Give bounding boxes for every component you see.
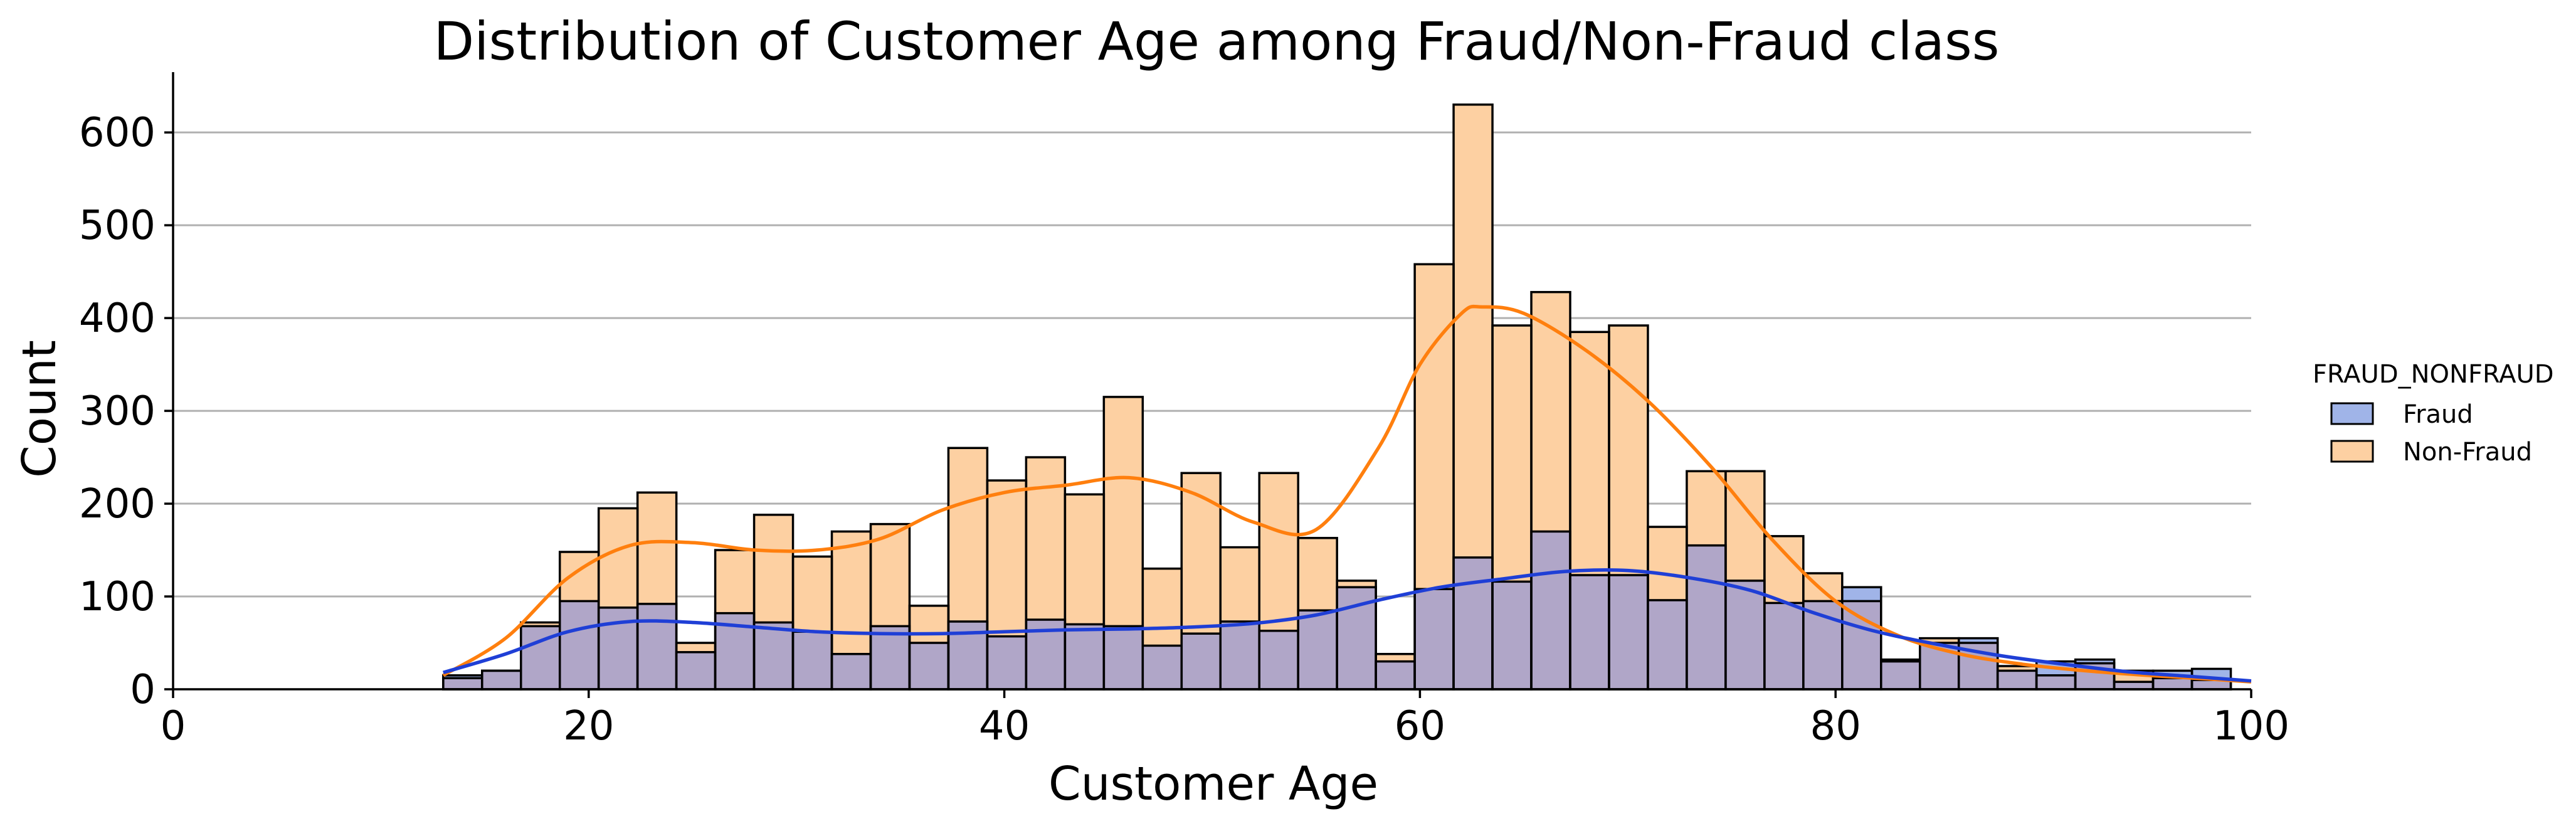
- bar-overlap: [1531, 531, 1571, 689]
- bar-overlap: [909, 643, 949, 689]
- bar-overlap: [559, 601, 599, 689]
- bar-overlap: [1454, 557, 1493, 689]
- bar-overlap: [1298, 610, 1338, 689]
- y-tick-label: 0: [130, 667, 156, 713]
- bar-overlap: [1881, 661, 1920, 689]
- bar-overlap: [793, 632, 832, 689]
- x-tick-label: 100: [2213, 703, 2289, 749]
- y-axis-label: Count: [13, 340, 66, 478]
- bar-overlap: [1570, 574, 1609, 689]
- y-tick-label: 100: [79, 574, 156, 620]
- legend-label-non-fraud: Non-Fraud: [2403, 438, 2532, 467]
- bar-overlap: [637, 603, 677, 689]
- bar-overlap: [754, 622, 793, 689]
- bar-overlap: [2192, 680, 2231, 689]
- y-tick-label: 200: [79, 481, 156, 527]
- chart-title: Distribution of Customer Age among Fraud…: [433, 11, 1999, 72]
- bar-overlap: [482, 670, 521, 689]
- bar-overlap: [1725, 580, 1765, 689]
- bar-overlap: [1104, 626, 1143, 689]
- x-tick-label: 40: [979, 703, 1030, 749]
- x-axis-label: Customer Age: [1048, 757, 1378, 811]
- bar-overlap: [676, 652, 715, 689]
- bar-overlap: [1065, 624, 1104, 689]
- bar-overlap: [1220, 621, 1260, 689]
- bar-overlap: [1143, 645, 1182, 689]
- bar-overlap: [1492, 581, 1532, 689]
- bar-overlap: [1647, 600, 1687, 689]
- legend-swatch-fraud: [2330, 402, 2374, 425]
- bar-overlap: [1415, 589, 1454, 689]
- kde-curves: [442, 304, 2252, 684]
- bar-overlap: [1259, 630, 1299, 689]
- bar-overlap: [1181, 633, 1221, 689]
- legend-title: FRAUD_NONFRAUD: [2313, 360, 2554, 389]
- bar-overlap: [2153, 678, 2192, 689]
- y-axis-ticks: 0 100 200 300 400 500 600: [79, 110, 173, 713]
- bar-overlap: [987, 636, 1027, 689]
- y-gridlines: [173, 131, 2251, 598]
- bar-overlap: [1686, 545, 1726, 689]
- kde-line-fraud: [443, 568, 2252, 683]
- kde-line-non-fraud: [442, 304, 2252, 684]
- bar-overlap: [443, 678, 482, 689]
- bar-overlap: [1608, 574, 1648, 689]
- y-tick-label: 500: [79, 203, 156, 249]
- axes: [172, 72, 2251, 691]
- legend-swatch-non-fraud: [2330, 440, 2374, 463]
- x-axis-ticks: 0 20 40 60 80 100: [161, 689, 2289, 749]
- legend-label-fraud: Fraud: [2403, 400, 2473, 429]
- bar-overlap: [1842, 601, 1881, 689]
- overlap-bars: [442, 103, 2232, 691]
- x-tick-label: 0: [161, 703, 186, 749]
- bar-overlap: [2114, 682, 2153, 689]
- bar-overlap: [1376, 661, 1415, 689]
- bar-overlap: [831, 654, 871, 689]
- legend: FRAUD_NONFRAUD Fraud Non-Fraud: [2313, 360, 2554, 467]
- bar-overlap: [2036, 675, 2076, 689]
- x-tick-label: 20: [563, 703, 614, 749]
- bar-overlap: [1764, 603, 1803, 689]
- bar-overlap: [870, 626, 910, 689]
- x-tick-label: 80: [1810, 703, 1861, 749]
- y-tick-label: 400: [79, 295, 156, 342]
- bar-overlap: [1997, 670, 2037, 689]
- x-tick-label: 60: [1395, 703, 1445, 749]
- y-tick-label: 300: [79, 388, 156, 435]
- y-tick-label: 600: [79, 110, 156, 156]
